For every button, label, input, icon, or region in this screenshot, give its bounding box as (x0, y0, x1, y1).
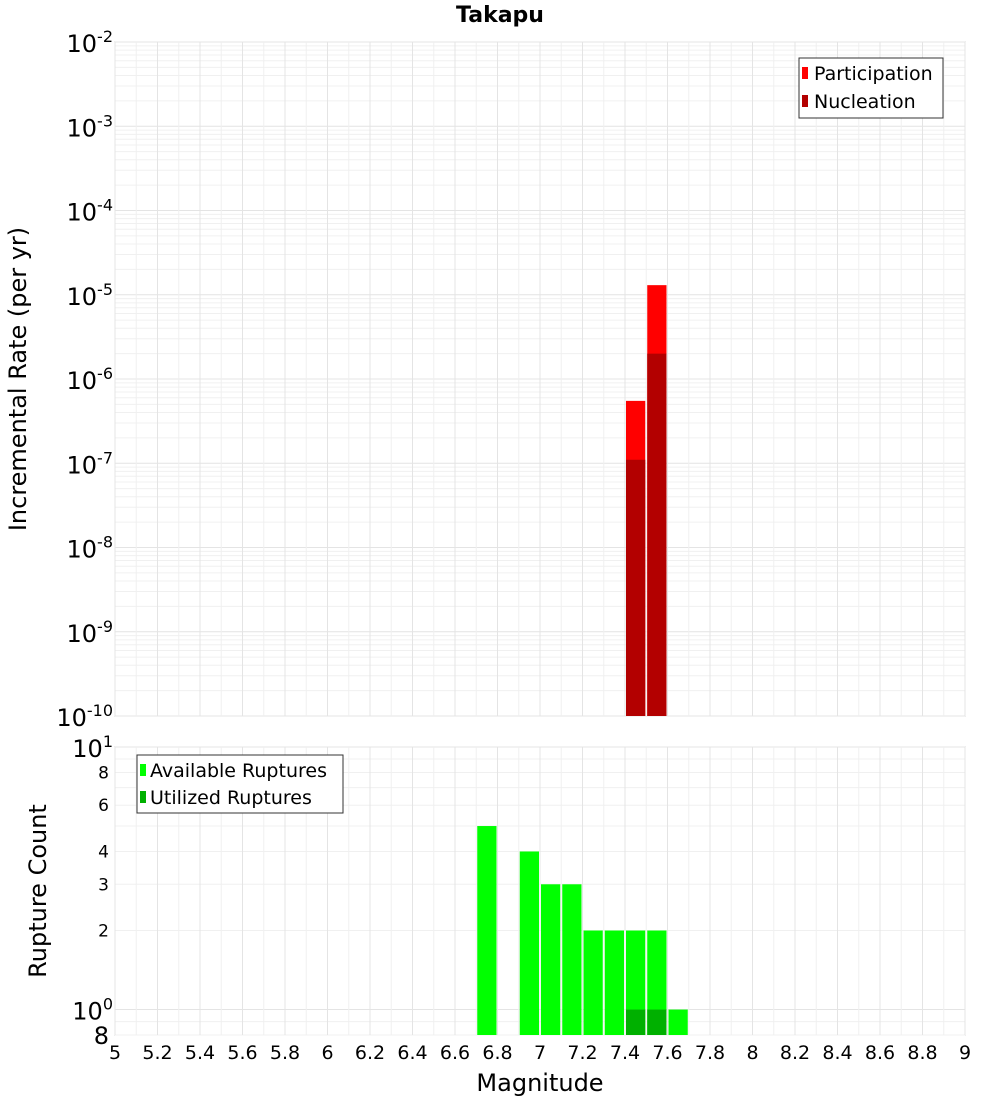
available-ruptures-bar (477, 826, 497, 1035)
rate-y-tick-label: 10-5 (67, 280, 114, 311)
available-ruptures-bar (519, 851, 539, 1035)
rate-y-tick-label: 10-6 (67, 364, 114, 395)
rate-y-tick-label: 10-9 (67, 617, 114, 648)
count-legend: Available Ruptures Utilized Ruptures (136, 754, 344, 814)
x-tick-label: 5.8 (270, 1042, 300, 1064)
count-y-axis-title: Rupture Count (24, 804, 52, 978)
nucleation-legend-swatch (802, 95, 808, 107)
x-tick-label: 6.2 (355, 1042, 385, 1064)
utilized-legend-swatch (140, 791, 146, 803)
x-tick-label: 8.2 (780, 1042, 810, 1064)
x-tick-label: 6.6 (440, 1042, 470, 1064)
rate-y-tick-labels: 10-2 10-3 10-4 10-5 10-6 10-7 10-8 10-9 10-10 (56, 27, 113, 732)
x-tick-label: 5.2 (142, 1042, 172, 1064)
available-ruptures-bar (604, 930, 624, 1035)
participation-legend-swatch (802, 67, 808, 79)
x-tick-label: 5 (109, 1042, 121, 1064)
x-tick-label: 7.6 (652, 1042, 682, 1064)
x-tick-label: 6 (321, 1042, 333, 1064)
x-tick-label: 8.4 (822, 1042, 852, 1064)
available-ruptures-bar (541, 884, 561, 1035)
chart-title: Takapu (456, 3, 544, 28)
x-tick-label: 7.8 (695, 1042, 725, 1064)
x-tick-label: 8 (746, 1042, 758, 1064)
x-tick-label: 7.2 (567, 1042, 597, 1064)
x-tick-label: 9 (959, 1042, 971, 1064)
x-tick-label: 8.6 (865, 1042, 895, 1064)
utilized-ruptures-bar (626, 1009, 646, 1035)
count-y-tick-label: 2 (98, 922, 109, 942)
available-ruptures-bar (583, 930, 603, 1035)
count-y-tick-label: 100 (72, 995, 113, 1026)
rate-panel: 10-2 10-3 10-4 10-5 10-6 10-7 10-8 10-9 10-10 In… (4, 27, 966, 732)
nucleation-bar (626, 459, 646, 716)
available-ruptures-bar (668, 1009, 688, 1035)
nucleation-legend-label: Nucleation (814, 91, 916, 113)
count-y-tick-label: 4 (98, 842, 109, 862)
participation-legend-label: Participation (814, 63, 933, 85)
x-tick-label: 7.4 (610, 1042, 640, 1064)
rate-y-tick-label: 10-2 (67, 27, 114, 58)
available-legend-swatch (140, 764, 146, 776)
rate-legend-box (798, 57, 944, 119)
x-tick-label: 8.8 (907, 1042, 937, 1064)
rate-y-tick-label: 10-3 (67, 111, 114, 142)
utilized-legend-label: Utilized Ruptures (150, 787, 312, 809)
x-tick-label: 5.4 (185, 1042, 215, 1064)
count-y-tick-label: 8 (94, 1022, 109, 1050)
count-y-tick-label: 101 (72, 732, 113, 763)
x-tick-label: 7 (534, 1042, 546, 1064)
count-y-tick-label: 3 (98, 875, 109, 895)
count-y-tick-label: 8 (98, 763, 109, 783)
x-tick-labels: 5 5.2 5.4 5.6 5.8 6 6.2 6.4 6.6 6.8 7 7.2 7.4 7.6 7.8 8… (109, 1042, 971, 1064)
nucleation-bar (647, 353, 667, 716)
x-tick-label: 6.4 (397, 1042, 427, 1064)
rate-y-tick-label: 10-8 (67, 533, 114, 564)
rate-y-tick-label: 10-7 (67, 448, 114, 479)
x-tick-label: 5.6 (227, 1042, 257, 1064)
rate-y-tick-label: 10-4 (67, 196, 114, 227)
available-legend-label: Available Ruptures (150, 760, 327, 782)
count-y-tick-label: 6 (98, 796, 109, 816)
rate-bars (626, 285, 667, 716)
x-tick-label: 6.8 (482, 1042, 512, 1064)
rate-y-axis-title: Incremental Rate (per yr) (4, 227, 32, 531)
available-ruptures-bar (562, 884, 582, 1035)
utilized-ruptures-bar (647, 1009, 667, 1035)
rate-legend: Participation Nucleation (798, 57, 944, 119)
rate-gridlines (114, 41, 966, 717)
rate-y-tick-label: 10-10 (56, 701, 113, 732)
count-legend-box (136, 754, 344, 814)
available-ruptures-bar (647, 930, 667, 1035)
x-axis-title: Magnitude (476, 1069, 603, 1097)
count-bars (477, 826, 688, 1035)
available-ruptures-bar (626, 930, 646, 1035)
